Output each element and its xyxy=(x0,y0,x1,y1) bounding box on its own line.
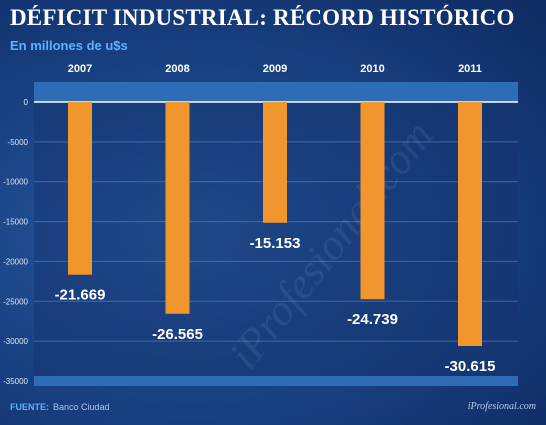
y-tick-label: -10000 xyxy=(3,178,28,187)
value-labels: -21.669 -26.565 -15.153 -24.739 -30.615 xyxy=(55,235,496,375)
bar-2009 xyxy=(263,102,287,223)
x-tick-label: 2008 xyxy=(165,63,189,75)
value-label: -21.669 xyxy=(55,287,106,304)
bars xyxy=(68,102,482,347)
y-tick-label: -25000 xyxy=(3,297,28,306)
source-note: FUENTE: Banco Ciudad xyxy=(10,402,110,412)
bar-2007 xyxy=(68,102,92,275)
brand-credit: iProfesional.com xyxy=(467,401,536,412)
y-tick-label: -35000 xyxy=(3,377,28,386)
chart-title: DÉFICIT INDUSTRIAL: RÉCORD HISTÓRICO xyxy=(10,5,515,30)
y-tick-label: 0 xyxy=(24,98,29,107)
bar-2008 xyxy=(165,102,190,314)
bar-2010 xyxy=(360,102,385,300)
source-label: FUENTE: xyxy=(10,402,49,412)
x-axis: 2007 2008 2009 2010 2011 xyxy=(68,63,482,75)
x-tick-label: 2010 xyxy=(360,63,384,75)
y-axis: 0 -5000 -10000 -15000 -20000 -25000 -30000 -350… xyxy=(3,98,28,386)
bottom-band xyxy=(34,376,518,386)
y-tick-label: -20000 xyxy=(3,257,28,266)
y-tick-label: -5000 xyxy=(8,138,29,147)
top-band xyxy=(34,82,518,102)
value-label: -24.739 xyxy=(347,311,398,328)
value-label: -30.615 xyxy=(445,358,496,375)
source-text: Banco Ciudad xyxy=(53,402,110,412)
bar-2011 xyxy=(458,102,482,347)
value-label: -26.565 xyxy=(152,326,203,343)
x-tick-label: 2011 xyxy=(458,63,482,75)
y-tick-label: -15000 xyxy=(3,218,28,227)
x-tick-label: 2009 xyxy=(263,63,287,75)
x-tick-label: 2007 xyxy=(68,63,92,75)
y-tick-label: -30000 xyxy=(3,337,28,346)
chart-subtitle: En millones de u$s xyxy=(10,38,128,53)
value-label: -15.153 xyxy=(250,235,301,252)
